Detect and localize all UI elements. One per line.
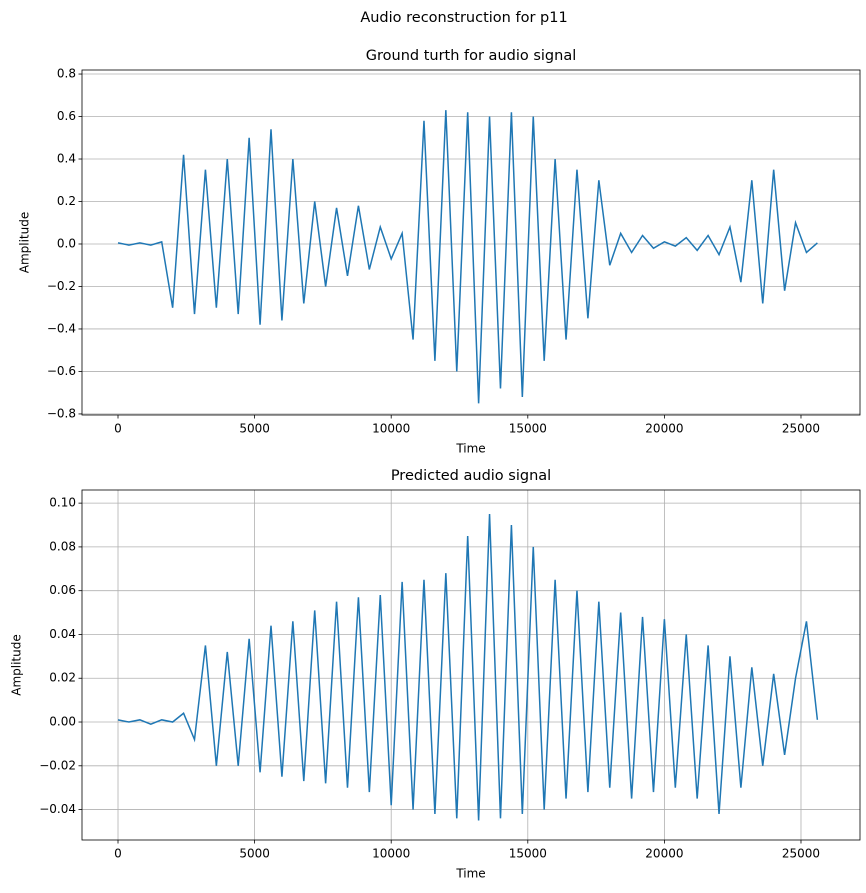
x-tick-label: 25000 [782, 847, 820, 861]
y-axis-label: Amplitude [18, 212, 32, 274]
x-axis-label: Time [455, 867, 485, 881]
subplot-title: Ground turth for audio signal [366, 48, 577, 64]
y-tick-label: −0.8 [47, 406, 76, 420]
y-tick-label: 0.6 [57, 109, 76, 123]
x-tick-label: 5000 [239, 847, 270, 861]
y-tick-label: 0.02 [49, 671, 76, 685]
x-tick-label: 5000 [239, 422, 270, 436]
x-tick-label: 0 [114, 847, 122, 861]
signal-line [117, 514, 819, 821]
x-axis-label: Time [455, 442, 485, 456]
y-tick-label: 0.10 [49, 496, 76, 510]
y-tick-label: −0.02 [39, 758, 76, 772]
x-tick-label: 20000 [645, 847, 683, 861]
y-tick-label: 0.00 [49, 715, 76, 729]
x-tick-label: 25000 [782, 422, 820, 436]
figure-title: Audio reconstruction for p11 [360, 10, 567, 26]
signal-line [117, 110, 818, 404]
y-tick-label: −0.4 [47, 321, 76, 335]
y-tick-label: 0.04 [49, 627, 76, 641]
x-tick-label: 10000 [372, 847, 410, 861]
x-tick-label: 15000 [509, 847, 547, 861]
y-tick-label: −0.2 [47, 279, 76, 293]
x-tick-label: 10000 [372, 422, 410, 436]
subplot-title: Predicted audio signal [391, 468, 551, 484]
y-tick-label: 0.06 [49, 583, 76, 597]
y-tick-label: −0.04 [39, 802, 76, 816]
plot-frame [81, 69, 861, 416]
y-tick-label: 0.0 [57, 236, 76, 250]
plot-frame [81, 489, 861, 841]
y-tick-label: 0.08 [49, 539, 76, 553]
y-axis-label: Amplitude [10, 634, 24, 696]
y-tick-label: 0.2 [57, 194, 76, 208]
y-tick-label: −0.6 [47, 364, 76, 378]
x-tick-label: 15000 [509, 422, 547, 436]
x-tick-label: 0 [114, 422, 122, 436]
y-tick-label: 0.8 [57, 67, 76, 81]
y-tick-label: 0.4 [57, 152, 76, 166]
x-tick-label: 20000 [645, 422, 683, 436]
